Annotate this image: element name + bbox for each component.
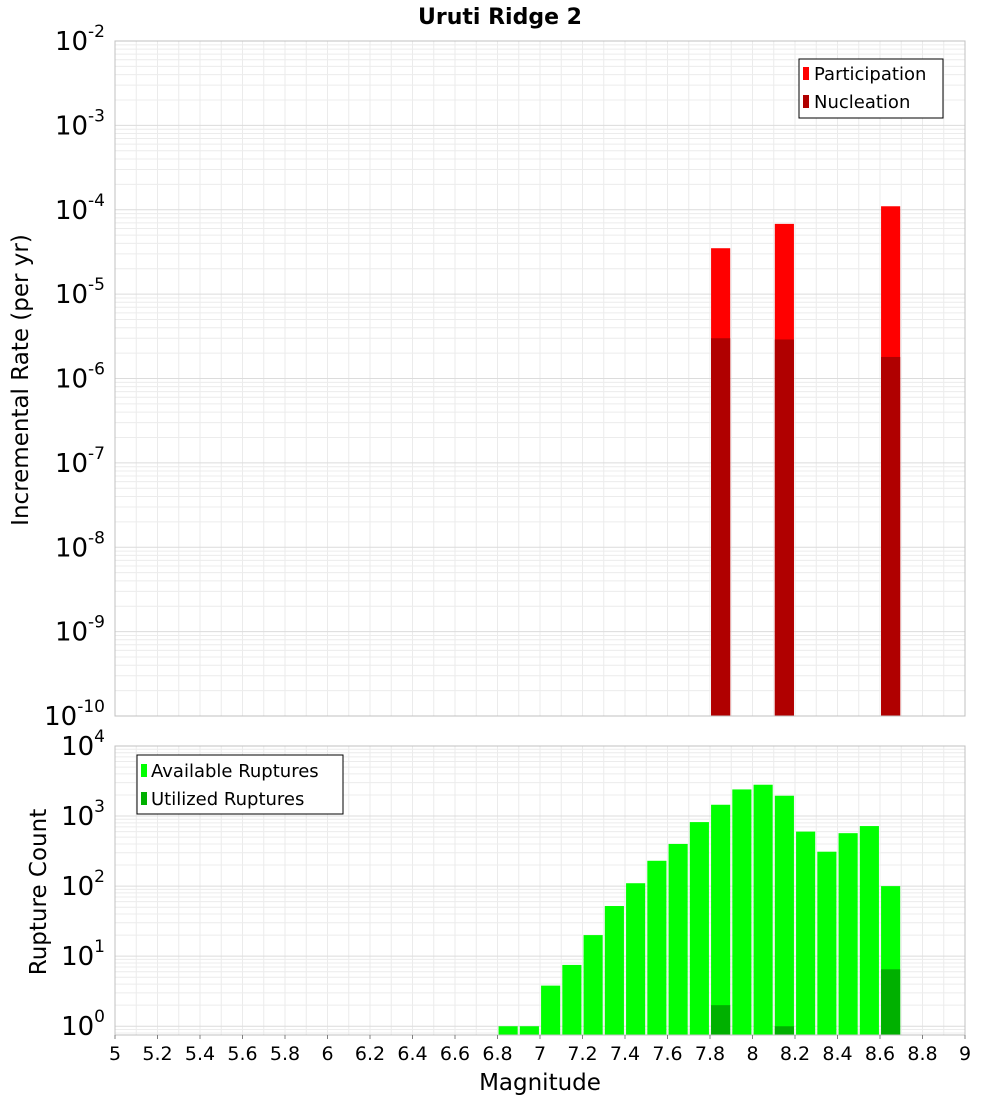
x-tick-label: 7.8 xyxy=(695,1043,725,1065)
bottom-y-tick-label: 104 xyxy=(61,727,105,762)
legend-swatch-utilized xyxy=(141,792,147,805)
top-y-tick-label: 10-10 xyxy=(44,697,105,732)
top-bars xyxy=(711,206,901,717)
bottom-available-ruptures-bar xyxy=(626,883,646,1035)
x-tick-label: 7.2 xyxy=(567,1043,597,1065)
bottom-available-ruptures-bar xyxy=(859,826,879,1035)
legend-label-participation: Participation xyxy=(814,64,926,85)
bottom-y-tick-labels: 100 101 102 103 104 xyxy=(61,727,105,1042)
top-nucleation-bar xyxy=(711,338,731,716)
legend-label-utilized: Utilized Ruptures xyxy=(151,789,304,810)
bottom-y-axis-label: Rupture Count xyxy=(26,809,52,975)
bottom-available-ruptures-bar xyxy=(796,831,816,1035)
chart-title: Uruti Ridge 2 xyxy=(418,5,582,30)
top-y-tick-labels: 10-10 10-9 10-8 10-7 10-6 10-5 10-4 10-3 10-2 xyxy=(44,22,105,732)
x-tick-label: 8.2 xyxy=(780,1043,810,1065)
x-tick-label: 5.8 xyxy=(270,1043,300,1065)
top-legend-box xyxy=(798,58,944,119)
x-tick-label: 5.4 xyxy=(185,1043,215,1065)
x-tick-label: 7 xyxy=(534,1043,546,1065)
bottom-available-ruptures-bar xyxy=(774,795,794,1035)
bottom-utilized-ruptures-bar xyxy=(881,969,901,1035)
x-tick-label: 8.6 xyxy=(865,1043,895,1065)
x-tick-label: 6.4 xyxy=(397,1043,427,1065)
top-y-tick-label: 10-5 xyxy=(55,275,105,310)
top-y-tick-label: 10-4 xyxy=(55,191,105,226)
bottom-available-ruptures-bar xyxy=(562,964,582,1035)
bottom-utilized-ruptures-bar xyxy=(711,1005,731,1035)
legend-label-nucleation: Nucleation xyxy=(814,92,910,113)
x-tick-label: 9 xyxy=(959,1043,971,1065)
x-tick-label: 6.2 xyxy=(355,1043,385,1065)
bottom-available-ruptures-bar xyxy=(817,851,837,1035)
bottom-available-ruptures-bar xyxy=(732,789,752,1035)
bottom-available-ruptures-bar xyxy=(668,843,688,1035)
top-y-tick-label: 10-8 xyxy=(55,528,105,563)
x-axis-label: Magnitude xyxy=(479,1070,601,1096)
bottom-bars xyxy=(498,784,901,1035)
bottom-available-ruptures-bar xyxy=(689,822,709,1035)
top-nucleation-bar xyxy=(774,339,794,716)
top-y-tick-label: 10-2 xyxy=(55,22,105,57)
bottom-legend-box xyxy=(136,754,344,815)
top-y-axis-label: Incremental Rate (per yr) xyxy=(8,234,34,526)
x-tick-label: 7.6 xyxy=(652,1043,682,1065)
x-tick-label: 8.4 xyxy=(822,1043,852,1065)
top-nucleation-bar xyxy=(881,356,901,716)
top-y-tick-label: 10-7 xyxy=(55,444,105,479)
bottom-available-ruptures-bar xyxy=(711,804,731,1035)
bottom-available-ruptures-bar xyxy=(647,860,667,1035)
x-tick-label: 7.4 xyxy=(610,1043,640,1065)
legend-swatch-nucleation xyxy=(803,95,809,108)
bottom-available-ruptures-bar xyxy=(753,784,773,1035)
bottom-available-ruptures-bar xyxy=(583,935,603,1035)
bottom-available-ruptures-bar xyxy=(498,1026,518,1035)
x-tick-label: 6.6 xyxy=(440,1043,470,1065)
x-tick-labels: 5 5.2 5.4 5.6 5.8 6 6.2 6.4 6.6 6.8 7 7.2 7.4 7.6 7.8 8… xyxy=(109,1035,971,1065)
x-tick-label: 5.2 xyxy=(142,1043,172,1065)
bottom-y-tick-label: 102 xyxy=(61,867,105,902)
top-y-tick-label: 10-3 xyxy=(55,106,105,141)
bottom-available-ruptures-bar xyxy=(838,833,858,1035)
bottom-legend: Available Ruptures Utilized Ruptures xyxy=(136,754,344,815)
legend-swatch-participation xyxy=(803,67,809,80)
bottom-y-tick-label: 101 xyxy=(61,937,105,972)
bottom-utilized-ruptures-bar xyxy=(774,1026,794,1035)
top-grid xyxy=(114,40,966,717)
bottom-available-ruptures-bar xyxy=(604,906,624,1035)
x-tick-label: 6 xyxy=(321,1043,333,1065)
x-tick-label: 5.6 xyxy=(227,1043,257,1065)
legend-label-available: Available Ruptures xyxy=(151,761,319,782)
bottom-y-tick-label: 100 xyxy=(61,1007,105,1042)
bottom-available-ruptures-bar xyxy=(541,985,561,1035)
top-y-tick-label: 10-6 xyxy=(55,360,105,395)
x-tick-label: 8 xyxy=(746,1043,758,1065)
x-tick-label: 5 xyxy=(109,1043,121,1065)
top-y-tick-label: 10-9 xyxy=(55,613,105,648)
bottom-available-ruptures-bar xyxy=(519,1026,539,1035)
x-tick-label: 8.8 xyxy=(907,1043,937,1065)
legend-swatch-available xyxy=(141,764,147,777)
top-legend: Participation Nucleation xyxy=(798,58,944,119)
top-plot-frame xyxy=(114,40,966,717)
bottom-y-tick-label: 103 xyxy=(61,797,105,832)
x-tick-label: 6.8 xyxy=(482,1043,512,1065)
